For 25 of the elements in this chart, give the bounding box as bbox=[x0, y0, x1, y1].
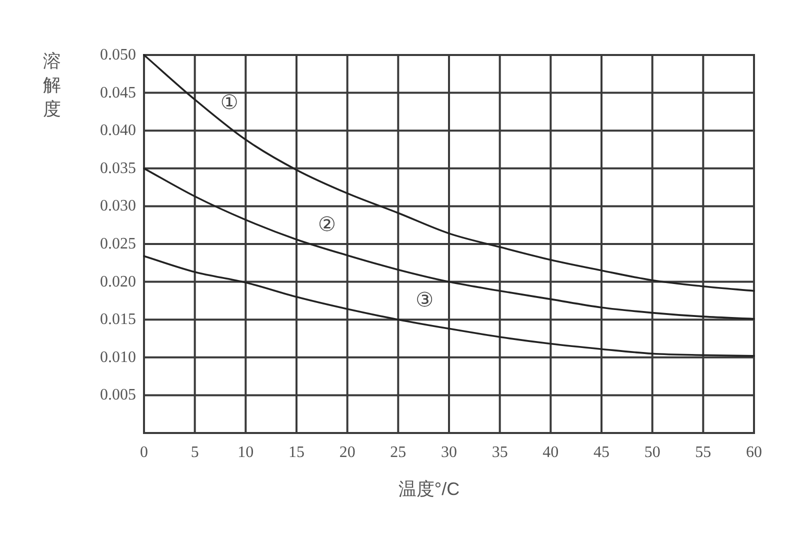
ylabel: 溶解度 bbox=[43, 51, 61, 119]
y-tick: 0.040 bbox=[100, 122, 136, 140]
xlabel: 温度°/C bbox=[398, 479, 460, 499]
x-tick: 20 bbox=[339, 444, 356, 461]
x-tick: 25 bbox=[390, 444, 406, 461]
x-tick: 40 bbox=[542, 444, 559, 461]
y-tick: 0.020 bbox=[100, 273, 136, 290]
x-tick: 45 bbox=[594, 444, 610, 461]
x-tick: 50 bbox=[644, 444, 660, 461]
y-tick: 0.015 bbox=[100, 311, 136, 328]
x-tick: 15 bbox=[288, 444, 304, 461]
y-tick: 0.035 bbox=[100, 160, 136, 177]
y-tick: 0.030 bbox=[100, 198, 136, 215]
y-tick: 0.025 bbox=[100, 236, 136, 252]
x-tick: 10 bbox=[238, 444, 254, 461]
y-tick: 0.005 bbox=[100, 386, 136, 404]
x-tick: 5 bbox=[190, 444, 199, 461]
x-tick: 60 bbox=[746, 444, 762, 461]
y-tick: 0.045 bbox=[100, 84, 136, 102]
y-tick: 0.050 bbox=[100, 46, 136, 64]
x-tick: 0 bbox=[140, 444, 148, 461]
y-tick: 0.010 bbox=[100, 348, 136, 366]
x-tick: 55 bbox=[695, 444, 712, 461]
x-tick: 35 bbox=[492, 444, 508, 461]
x-tick: 30 bbox=[441, 444, 457, 461]
